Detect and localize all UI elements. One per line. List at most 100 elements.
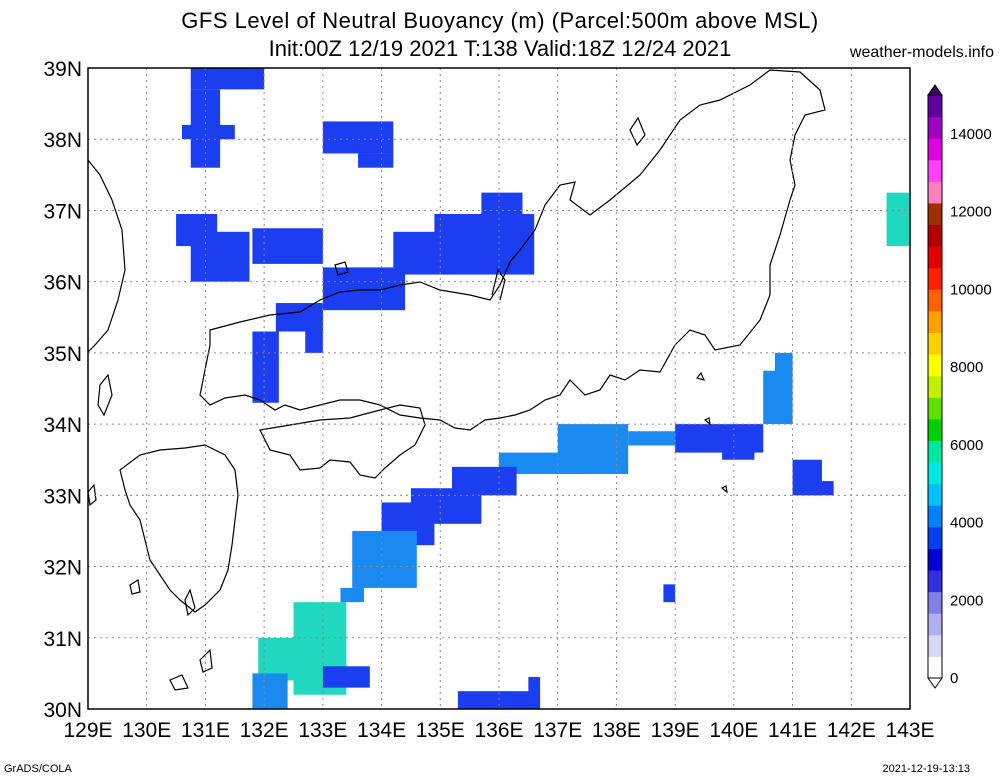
- izu-island-3: [720, 485, 728, 494]
- lon-label: 135E: [416, 719, 465, 742]
- colorbar-label: 0: [950, 670, 958, 687]
- lon-label: 131E: [181, 719, 230, 742]
- buoyancy-cell: [434, 214, 535, 275]
- honshu-coast: [199, 69, 826, 431]
- izu-island-2: [703, 417, 711, 426]
- lon-label: 130E: [122, 719, 171, 742]
- buoyancy-cell: [252, 331, 279, 403]
- colorbar-swatch: [928, 397, 942, 420]
- noto-peninsula: [491, 268, 506, 301]
- lat-lon-grid: [88, 68, 910, 709]
- yakushima: [169, 674, 189, 691]
- buoyancy-cell: [190, 68, 265, 90]
- colorbar-swatch: [928, 202, 942, 226]
- lon-label: 132E: [240, 719, 289, 742]
- lat-label: 36N: [43, 272, 82, 295]
- lat-label: 34N: [43, 414, 82, 437]
- latitude-labels: 39N 38N 37N 36N 35N 34N 33N 32N 31N 30N: [43, 58, 82, 722]
- buoyancy-cell: [481, 192, 523, 215]
- buoyancy-cell: [305, 310, 323, 353]
- buoyancy-cell: [181, 124, 235, 140]
- tanegashima: [184, 588, 196, 617]
- footer-timestamp: 2021-12-19-13:13: [882, 763, 970, 775]
- colorbar-label: 6000: [950, 437, 983, 454]
- colorbar-swatch: [928, 483, 942, 506]
- koshiki-island: [87, 483, 97, 507]
- lon-label: 137E: [533, 719, 582, 742]
- lon-label: 136E: [474, 719, 523, 742]
- buoyancy-field: [176, 68, 910, 709]
- colorbar-swatch: [928, 634, 942, 657]
- colorbar-swatch: [928, 570, 942, 593]
- buoyancy-cell: [252, 673, 288, 709]
- colorbar-swatch: [928, 613, 942, 636]
- colorbar-swatch: [928, 591, 942, 614]
- colorbar-top-arrow: [927, 84, 943, 96]
- lon-label: 143E: [885, 719, 934, 742]
- colorbar-swatch: [928, 95, 942, 118]
- shikoku-coast: [259, 404, 426, 479]
- buoyancy-cell: [322, 267, 406, 311]
- colorbar-swatch: [928, 289, 942, 312]
- lat-label: 33N: [43, 485, 82, 508]
- buoyancy-cell: [763, 370, 793, 425]
- buoyancy-cell: [628, 431, 676, 446]
- buoyancy-cell: [886, 192, 910, 247]
- colorbar-swatch: [928, 548, 942, 571]
- colorbar-swatch: [928, 375, 942, 398]
- buoyancy-cell: [340, 587, 364, 603]
- colorbar-swatch: [928, 159, 942, 182]
- site-credit: weather-models.info: [849, 44, 994, 61]
- buoyancy-cell: [663, 584, 676, 603]
- colorbar-swatch: [928, 332, 942, 355]
- buoyancy-cell: [457, 691, 535, 709]
- colorbar-swatch: [928, 462, 942, 485]
- colorbar-label: 8000: [950, 359, 983, 376]
- lon-label: 139E: [651, 719, 700, 742]
- tsushima: [97, 373, 113, 417]
- buoyancy-cell: [499, 452, 588, 474]
- lon-label: 141E: [768, 719, 817, 742]
- colorbar-swatch: [928, 138, 942, 161]
- buoyancy-cell: [190, 231, 250, 282]
- sado-island: [629, 116, 646, 147]
- lat-label: 38N: [43, 129, 82, 152]
- kyushu-coast: [119, 444, 239, 613]
- sakurajima: [129, 579, 141, 595]
- buoyancy-cell: [352, 530, 417, 588]
- lon-label: 133E: [298, 719, 347, 742]
- lon-label: 138E: [592, 719, 641, 742]
- longitude-labels: 129E 130E 131E 132E 133E 134E 135E 136E 137E 138E…: [63, 719, 934, 742]
- colorbar-frame: [927, 94, 943, 679]
- buoyancy-cell: [528, 676, 541, 709]
- colorbar-swatch: [928, 440, 942, 463]
- lon-label: 129E: [63, 719, 112, 742]
- colorbar-label: 2000: [950, 592, 983, 609]
- lat-label: 35N: [43, 343, 82, 366]
- izu-island-1: [695, 371, 706, 381]
- colorbar-label: 12000: [950, 204, 992, 221]
- colorbar-swatch: [928, 526, 942, 549]
- buoyancy-cell: [722, 445, 755, 460]
- footer-software: GrADS/COLA: [4, 763, 72, 775]
- lat-label: 32N: [43, 557, 82, 580]
- buoyancy-cell: [816, 481, 834, 496]
- amami-island: [199, 648, 213, 673]
- lat-label: 37N: [43, 200, 82, 223]
- lat-label: 31N: [43, 628, 82, 651]
- colorbar-swatch: [928, 267, 942, 290]
- buoyancy-cell: [322, 666, 370, 688]
- map-frame: [87, 67, 911, 710]
- colorbar-swatch: [928, 224, 942, 247]
- buoyancy-cell: [322, 121, 394, 154]
- colorbar-swatch: [928, 354, 942, 377]
- chart-subtitle: Init:00Z 12/19 2021 T:138 Valid:18Z 12/2…: [268, 36, 732, 61]
- colorbar-swatch: [928, 310, 942, 334]
- buoyancy-cell: [774, 352, 793, 375]
- colorbar-swatch: [928, 656, 942, 679]
- lon-label: 134E: [357, 719, 406, 742]
- lon-label: 140E: [709, 719, 758, 742]
- lat-label: 39N: [43, 58, 82, 81]
- coastlines: [87, 69, 826, 691]
